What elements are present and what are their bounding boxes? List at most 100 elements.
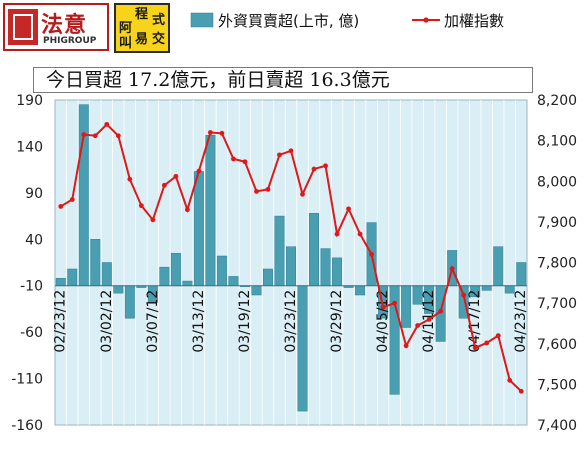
bar xyxy=(159,266,170,286)
bar xyxy=(193,171,204,286)
index-point xyxy=(426,316,432,322)
index-point xyxy=(115,133,121,139)
x-tick-label: 03/02/12 xyxy=(99,290,115,353)
index-point xyxy=(219,130,225,136)
y-left-tick-label: -110 xyxy=(11,372,43,388)
phigroup-logo: 法意 PHIGROUP xyxy=(3,3,109,51)
legend-bar-swatch xyxy=(190,12,214,28)
logo-sub: PHIGROUP xyxy=(43,36,97,46)
y-left-tick-label: -60 xyxy=(20,325,43,341)
bar xyxy=(263,268,273,286)
index-point xyxy=(69,197,75,202)
x-tick-label: 04/05/12 xyxy=(375,290,391,353)
index-point xyxy=(208,130,213,135)
index-point xyxy=(334,231,340,237)
y-left-tick-label: 90 xyxy=(25,186,43,202)
y-left-tick-label: -10 xyxy=(20,279,43,295)
y-right-tick-label: 7,500 xyxy=(537,377,577,393)
index-point xyxy=(472,345,478,351)
index-point xyxy=(380,304,386,310)
headline-text: 今日買超 17.2億元，前日賣超 16.3億元 xyxy=(46,69,390,91)
headline-box: 今日買超 17.2億元，前日賣超 16.3億元 xyxy=(33,67,533,93)
index-point xyxy=(242,159,248,165)
index-point xyxy=(92,133,98,139)
bar xyxy=(55,278,66,286)
bar xyxy=(101,262,112,286)
bar xyxy=(274,215,285,286)
x-tick-label: 03/29/12 xyxy=(329,290,345,353)
legend-line-marker xyxy=(423,17,429,23)
index-point xyxy=(104,121,110,127)
bar xyxy=(182,280,193,286)
y-left-tick-label: 140 xyxy=(16,139,43,155)
bar xyxy=(216,255,227,286)
index-point xyxy=(138,203,144,209)
index-point xyxy=(196,168,202,174)
index-point xyxy=(300,191,305,197)
index-point xyxy=(369,251,374,257)
y-right-tick-label: 7,800 xyxy=(537,256,577,272)
index-point xyxy=(403,343,409,349)
y-left-tick-label: 40 xyxy=(25,232,43,248)
index-point xyxy=(231,156,236,162)
bar xyxy=(90,239,101,286)
bar xyxy=(401,285,412,328)
index-point xyxy=(173,173,179,179)
x-tick-label: 04/23/12 xyxy=(513,290,529,353)
index-point xyxy=(288,148,294,154)
bar xyxy=(113,285,124,294)
index-point xyxy=(323,163,328,169)
index-point xyxy=(415,323,421,328)
index-point xyxy=(161,182,167,188)
bar xyxy=(251,285,262,296)
bar xyxy=(332,257,343,286)
index-point xyxy=(484,340,490,346)
logo-char: 易 xyxy=(135,32,149,47)
index-point xyxy=(311,166,317,172)
index-point xyxy=(81,132,87,137)
x-tick-label: 03/07/12 xyxy=(145,290,161,353)
bar xyxy=(320,248,331,286)
index-point xyxy=(277,152,282,158)
y-right-tick-label: 8,100 xyxy=(537,134,577,150)
y-right-tick-label: 7,700 xyxy=(537,296,577,312)
bar xyxy=(124,285,135,319)
y-right-tick-label: 8,200 xyxy=(537,93,577,109)
y-left-tick-label: 190 xyxy=(16,93,43,109)
index-point xyxy=(346,206,351,212)
y-right-tick-label: 7,400 xyxy=(537,418,577,434)
bar xyxy=(297,285,308,412)
y-right-tick-label: 7,600 xyxy=(537,337,577,353)
x-tick-label: 04/17/12 xyxy=(467,290,483,353)
index-point xyxy=(184,207,190,213)
index-point xyxy=(507,377,513,383)
program-trading-logo: 阿 程 式 叫 易 交 xyxy=(114,3,170,53)
bar xyxy=(228,276,239,286)
legend-bar-label: 外資買賣超(上市, 億) xyxy=(218,12,359,30)
logo-char: 程 xyxy=(135,7,149,22)
x-tick-label: 03/13/12 xyxy=(191,290,207,353)
index-point xyxy=(254,189,259,194)
index-point xyxy=(265,186,271,192)
bar xyxy=(516,262,527,286)
seal-icon xyxy=(8,9,38,45)
bar xyxy=(67,268,78,286)
y-right-tick-label: 7,900 xyxy=(537,215,577,231)
logo-name: 法意 xyxy=(41,12,88,38)
index-point xyxy=(438,308,444,314)
bar xyxy=(205,135,216,286)
y-right-tick-label: 8,000 xyxy=(537,174,577,190)
bar xyxy=(493,246,504,286)
logo-char: 阿 xyxy=(119,21,133,36)
bar xyxy=(481,285,492,291)
index-point xyxy=(58,204,64,209)
x-tick-label: 03/19/12 xyxy=(237,290,253,353)
logo-char: 式 xyxy=(152,13,166,28)
logo-char: 叫 xyxy=(119,36,133,51)
index-point xyxy=(127,176,133,182)
index-point xyxy=(461,292,467,298)
bar xyxy=(286,246,296,286)
bar xyxy=(78,104,89,286)
legend-line-label: 加權指數 xyxy=(444,12,504,30)
